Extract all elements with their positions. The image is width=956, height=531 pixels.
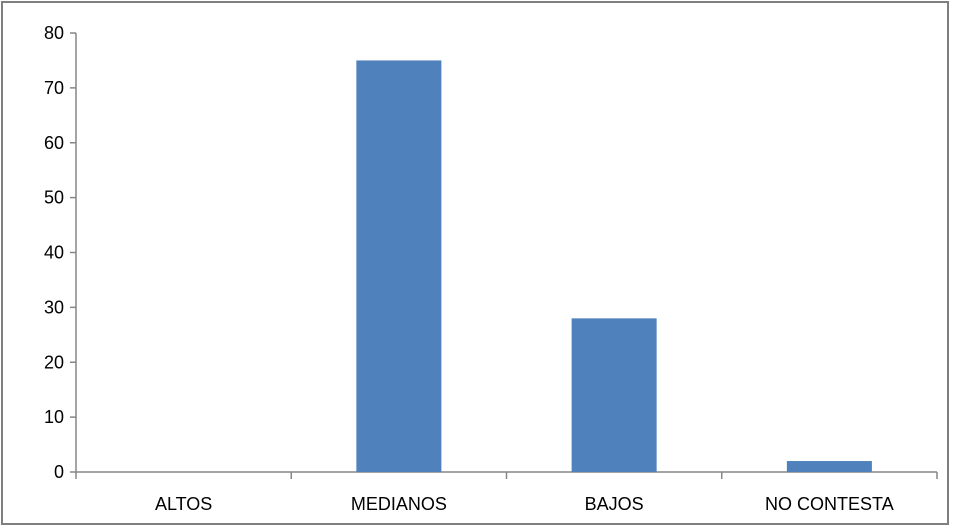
- y-tick-label: 20: [44, 352, 64, 372]
- x-tick-label: BAJOS: [585, 494, 644, 514]
- y-tick-label: 30: [44, 297, 64, 317]
- y-tick-label: 10: [44, 407, 64, 427]
- chart-frame: [1, 1, 949, 525]
- x-tick-label: MEDIANOS: [351, 494, 447, 514]
- bar-no-contesta: [786, 461, 872, 472]
- x-tick-label: ALTOS: [155, 494, 212, 514]
- bars: [356, 60, 872, 472]
- bar-bajos: [571, 318, 657, 472]
- y-tick-label: 80: [44, 23, 64, 43]
- y-axis: 0 10 20 30 40 50 60 70 80: [44, 23, 77, 482]
- y-tick-label: 70: [44, 78, 64, 98]
- y-tick-label: 50: [44, 188, 64, 208]
- x-axis: ALTOS MEDIANOS BAJOS NO CONTESTA: [75, 471, 938, 514]
- x-tick-label: NO CONTESTA: [765, 494, 894, 514]
- y-tick-label: 0: [54, 462, 64, 482]
- y-tick-label: 60: [44, 133, 64, 153]
- bar-medianos: [356, 60, 442, 472]
- y-tick-label: 40: [44, 243, 64, 263]
